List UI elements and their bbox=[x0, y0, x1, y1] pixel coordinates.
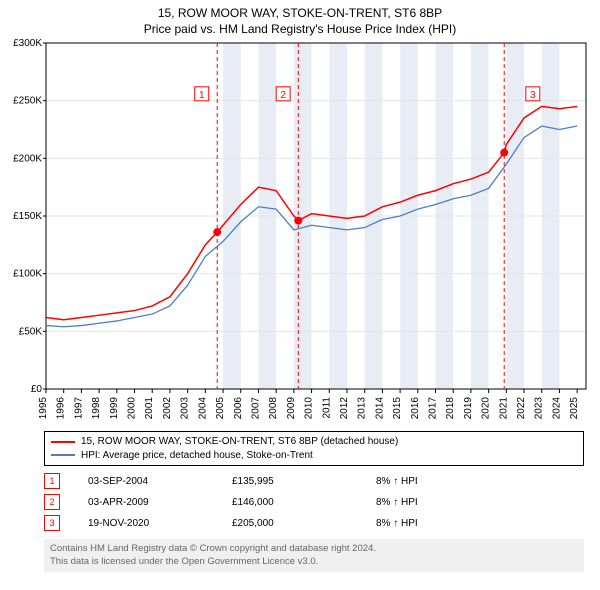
x-tick-label: 2022 bbox=[516, 397, 527, 420]
event-date: 19-NOV-2020 bbox=[88, 514, 232, 535]
x-tick-label: 2017 bbox=[428, 397, 439, 420]
y-tick-label: £50K bbox=[19, 327, 43, 338]
x-tick-label: 1998 bbox=[91, 397, 102, 420]
events-table: 1 03-SEP-2004£135,9958% ↑ HPI 2 03-APR-2009… bbox=[44, 472, 584, 535]
x-tick-label: 2014 bbox=[374, 397, 385, 420]
x-tick-label: 2010 bbox=[304, 397, 315, 420]
x-tick-label: 2000 bbox=[127, 397, 138, 420]
y-tick-label: £250K bbox=[13, 96, 42, 107]
x-tick-label: 2024 bbox=[551, 397, 562, 420]
x-tick-label: 2006 bbox=[233, 397, 244, 420]
x-tick-label: 2007 bbox=[250, 397, 261, 420]
y-tick-label: £100K bbox=[13, 269, 42, 280]
x-tick-label: 2001 bbox=[144, 397, 155, 420]
x-tick-label: 2012 bbox=[339, 397, 350, 420]
x-tick-label: 2016 bbox=[410, 397, 421, 420]
x-tick-label: 1999 bbox=[109, 397, 120, 420]
legend-label: HPI: Average price, detached house, Stok… bbox=[81, 449, 313, 463]
x-tick-label: 1996 bbox=[56, 397, 67, 420]
x-tick-label: 2025 bbox=[569, 397, 580, 420]
chart-svg: £0 £50K £100K £150K £200K £250K £300K 1995 1996 1… bbox=[6, 37, 594, 427]
legend-swatch bbox=[51, 441, 75, 443]
legend-row: 15, ROW MOOR WAY, STOKE-ON-TRENT, ST6 8B… bbox=[51, 435, 577, 449]
y-tick-label: £0 bbox=[31, 384, 43, 395]
y-tick-label: £150K bbox=[13, 211, 42, 222]
event-row: 2 03-APR-2009£146,0008% ↑ HPI bbox=[44, 493, 584, 514]
event-price: £135,995 bbox=[232, 472, 376, 493]
x-tick-label: 1997 bbox=[73, 397, 84, 420]
chart-title: 15, ROW MOOR WAY, STOKE-ON-TRENT, ST6 8B… bbox=[6, 6, 594, 37]
x-tick-label: 2013 bbox=[357, 397, 368, 420]
event-price: £146,000 bbox=[232, 493, 376, 514]
event-num-label: 3 bbox=[530, 90, 536, 101]
footer-line2: This data is licensed under the Open Gov… bbox=[50, 556, 578, 568]
x-tick-label: 1995 bbox=[38, 397, 49, 420]
title-line1: 15, ROW MOOR WAY, STOKE-ON-TRENT, ST6 8B… bbox=[6, 6, 594, 22]
event-dot bbox=[213, 228, 221, 236]
event-delta: 8% ↑ HPI bbox=[376, 514, 584, 535]
event-dot bbox=[294, 217, 302, 225]
legend-swatch bbox=[51, 454, 75, 456]
event-num-label: 1 bbox=[199, 90, 205, 101]
event-num-box: 3 bbox=[44, 515, 60, 531]
chart-area: £0 £50K £100K £150K £200K £250K £300K 1995 1996 1… bbox=[6, 37, 594, 427]
legend-box: 15, ROW MOOR WAY, STOKE-ON-TRENT, ST6 8B… bbox=[44, 431, 584, 466]
x-tick-label: 2009 bbox=[286, 397, 297, 420]
event-num-label: 2 bbox=[280, 90, 286, 101]
x-tick-label: 2018 bbox=[445, 397, 456, 420]
event-num-box: 2 bbox=[44, 494, 60, 510]
event-price: £205,000 bbox=[232, 514, 376, 535]
title-line2: Price paid vs. HM Land Registry's House … bbox=[6, 22, 594, 38]
x-tick-label: 2020 bbox=[481, 397, 492, 420]
event-date: 03-APR-2009 bbox=[88, 493, 232, 514]
footer-line1: Contains HM Land Registry data © Crown c… bbox=[50, 543, 578, 555]
x-tick-label: 2015 bbox=[392, 397, 403, 420]
legend-label: 15, ROW MOOR WAY, STOKE-ON-TRENT, ST6 8B… bbox=[81, 435, 398, 449]
x-tick-label: 2005 bbox=[215, 397, 226, 420]
event-delta: 8% ↑ HPI bbox=[376, 472, 584, 493]
event-dot bbox=[500, 149, 508, 157]
x-tick-label: 2002 bbox=[162, 397, 173, 420]
x-tick-label: 2004 bbox=[197, 397, 208, 420]
y-tick-label: £300K bbox=[13, 38, 42, 49]
x-tick-label: 2023 bbox=[534, 397, 545, 420]
x-tick-label: 2003 bbox=[180, 397, 191, 420]
legend-row: HPI: Average price, detached house, Stok… bbox=[51, 449, 577, 463]
y-tick-label: £200K bbox=[13, 154, 42, 165]
event-row: 1 03-SEP-2004£135,9958% ↑ HPI bbox=[44, 472, 584, 493]
event-delta: 8% ↑ HPI bbox=[376, 493, 584, 514]
x-tick-label: 2008 bbox=[268, 397, 279, 420]
x-tick-label: 2011 bbox=[321, 397, 332, 419]
x-tick-label: 2021 bbox=[498, 397, 509, 420]
event-num-box: 1 bbox=[44, 473, 60, 489]
event-date: 03-SEP-2004 bbox=[88, 472, 232, 493]
event-row: 3 19-NOV-2020£205,0008% ↑ HPI bbox=[44, 514, 584, 535]
x-tick-label: 2019 bbox=[463, 397, 474, 420]
footer-note: Contains HM Land Registry data © Crown c… bbox=[44, 539, 584, 572]
